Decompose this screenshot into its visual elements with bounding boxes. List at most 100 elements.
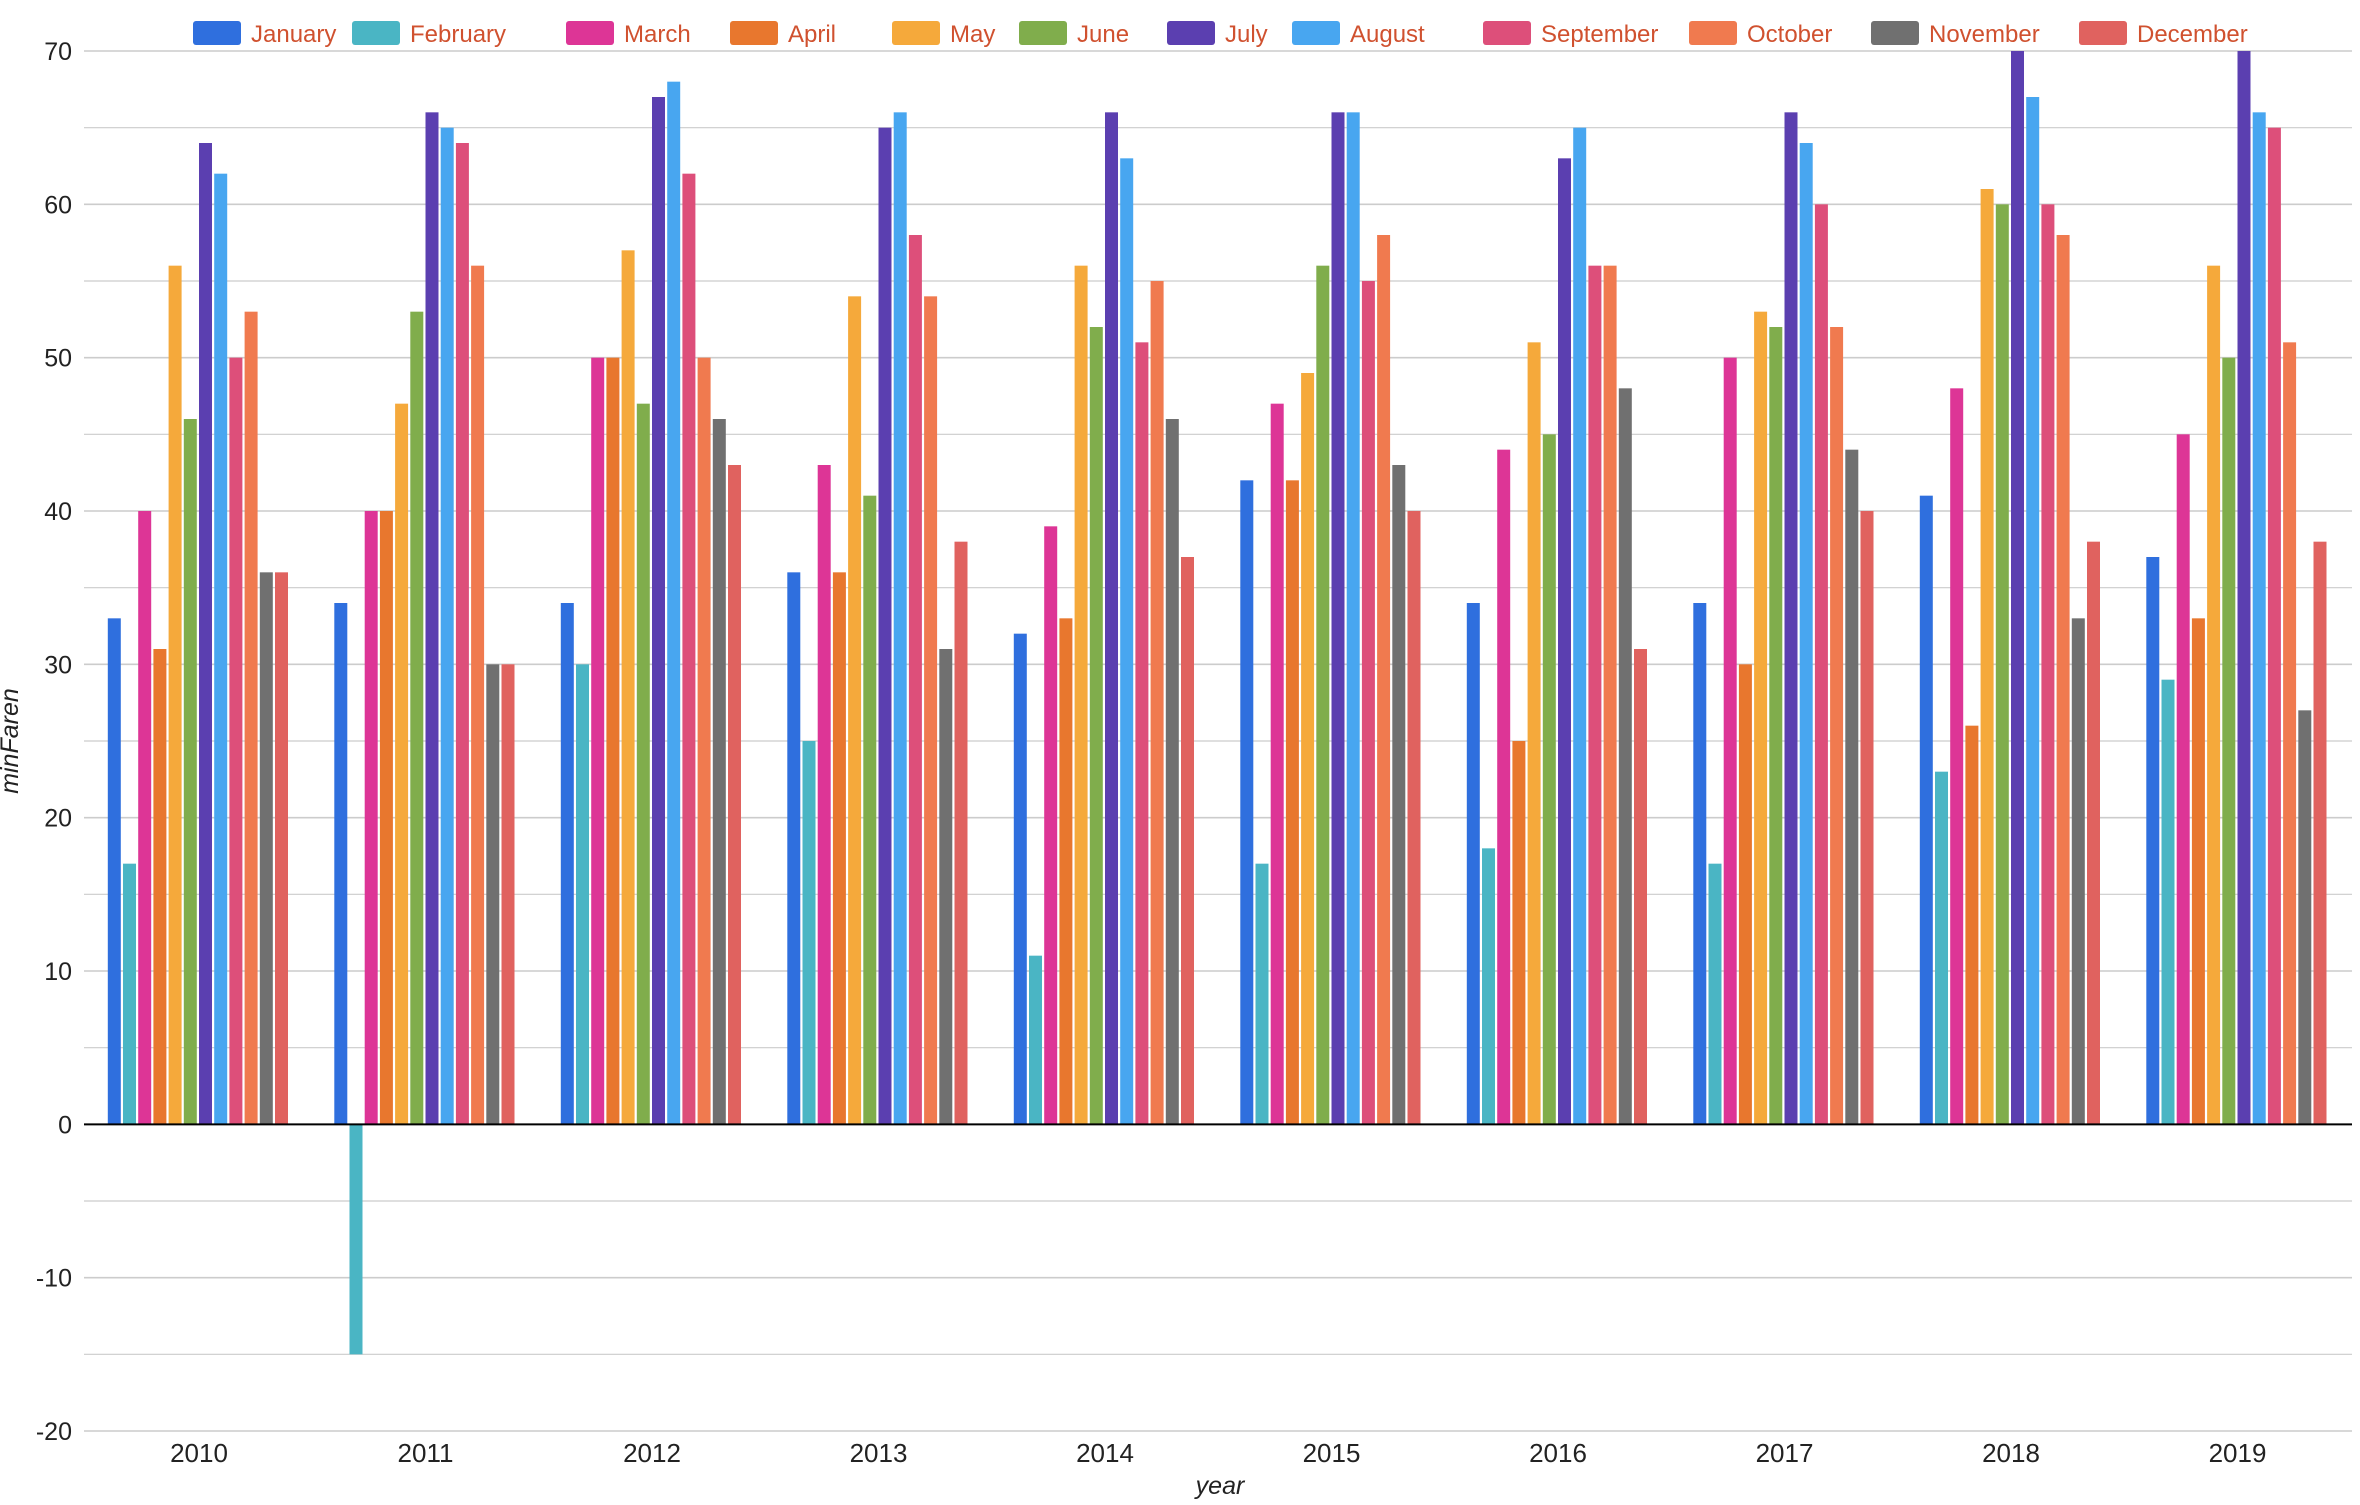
y-tick-label: 60: [44, 191, 72, 219]
legend: January February March April May June July Augu…: [193, 21, 2248, 48]
y-tick-label: 10: [44, 958, 72, 986]
bar-april-2016: [1512, 741, 1526, 1125]
bar-january-2017: [1693, 603, 1707, 1125]
bar-june-2012: [636, 403, 650, 1125]
legend-item-april[interactable]: April: [730, 21, 836, 48]
legend-item-july[interactable]: July: [1167, 21, 1268, 48]
bar-july-2019: [2237, 51, 2251, 1125]
x-tick-label: 2014: [1076, 1438, 1134, 1468]
bar-april-2014: [1059, 618, 1073, 1125]
legend-swatch: [193, 21, 241, 45]
bar-september-2011: [455, 143, 469, 1125]
bar-september-2010: [229, 357, 243, 1125]
legend-swatch: [1871, 21, 1919, 45]
legend-item-december[interactable]: December: [2079, 21, 2248, 48]
bar-february-2011: [349, 1124, 363, 1355]
bar-october-2017: [1830, 327, 1844, 1125]
legend-item-june[interactable]: June: [1019, 21, 1129, 48]
legend-swatch: [892, 21, 940, 45]
bar-september-2016: [1588, 265, 1602, 1125]
bar-february-2015: [1255, 863, 1269, 1125]
bar-august-2018: [2026, 97, 2040, 1125]
bar-april-2010: [153, 649, 167, 1125]
legend-label: February: [410, 21, 506, 48]
bar-april-2012: [606, 357, 620, 1125]
bar-july-2014: [1105, 112, 1118, 1125]
bar-may-2017: [1754, 311, 1768, 1125]
bar-september-2014: [1135, 342, 1149, 1125]
bar-february-2019: [2161, 679, 2175, 1125]
bar-february-2018: [1935, 771, 1948, 1125]
bar-june-2015: [1316, 265, 1330, 1125]
bar-july-2015: [1331, 112, 1345, 1125]
bar-march-2014: [1044, 526, 1058, 1125]
y-tick-label: 70: [44, 38, 72, 66]
legend-swatch: [730, 21, 778, 45]
bar-july-2016: [1558, 158, 1571, 1125]
bar-march-2017: [1723, 357, 1737, 1125]
bar-may-2012: [621, 250, 635, 1125]
bar-april-2019: [2191, 618, 2205, 1125]
bar-april-2017: [1738, 664, 1752, 1125]
bar-may-2018: [1980, 189, 1994, 1125]
bar-may-2011: [395, 403, 409, 1125]
bar-december-2011: [501, 664, 515, 1125]
bar-september-2015: [1361, 281, 1375, 1125]
legend-label: July: [1225, 21, 1268, 48]
bar-august-2015: [1346, 112, 1360, 1125]
legend-item-may[interactable]: May: [892, 21, 995, 48]
bar-november-2015: [1392, 465, 1406, 1125]
bars: [107, 51, 2327, 1355]
legend-item-august[interactable]: August: [1292, 21, 1425, 48]
bar-april-2013: [832, 572, 846, 1125]
legend-item-october[interactable]: October: [1689, 21, 1832, 48]
bar-december-2018: [2087, 541, 2100, 1125]
legend-item-november[interactable]: November: [1871, 21, 2040, 48]
legend-label: May: [950, 21, 995, 48]
bar-december-2010: [275, 572, 288, 1125]
y-tick-label: 0: [58, 1111, 72, 1139]
bar-march-2018: [1950, 388, 1964, 1125]
y-tick-label: 40: [44, 498, 72, 526]
bar-october-2011: [471, 265, 485, 1125]
legend-swatch: [1689, 21, 1737, 45]
legend-label: April: [788, 21, 836, 48]
bar-march-2012: [591, 357, 605, 1125]
legend-item-september[interactable]: September: [1483, 21, 1658, 48]
bar-january-2012: [560, 603, 574, 1125]
bar-august-2016: [1573, 127, 1587, 1125]
legend-item-march[interactable]: March: [566, 21, 691, 48]
legend-item-february[interactable]: February: [352, 21, 506, 48]
bar-june-2014: [1089, 327, 1103, 1125]
y-tick-label: 30: [44, 651, 72, 679]
bar-october-2010: [244, 311, 258, 1125]
x-tick-label: 2017: [1756, 1438, 1814, 1468]
bar-july-2011: [425, 112, 439, 1125]
bar-january-2010: [107, 618, 121, 1125]
x-tick-label: 2015: [1303, 1438, 1361, 1468]
x-tick-label: 2019: [2209, 1438, 2267, 1468]
bar-january-2013: [787, 572, 801, 1125]
bar-september-2019: [2267, 127, 2281, 1125]
legend-item-january[interactable]: January: [193, 21, 336, 48]
bar-november-2010: [259, 572, 273, 1125]
bar-january-2011: [334, 603, 348, 1125]
bar-february-2014: [1029, 955, 1042, 1125]
bar-july-2017: [1784, 112, 1798, 1125]
legend-swatch: [1019, 21, 1067, 45]
legend-swatch: [1483, 21, 1531, 45]
bar-december-2013: [954, 541, 968, 1125]
bar-june-2017: [1769, 327, 1783, 1125]
x-axis-title: year: [1194, 1472, 1246, 1500]
y-tick-label: 50: [44, 345, 72, 373]
bar-january-2016: [1466, 603, 1480, 1125]
bar-november-2019: [2298, 710, 2312, 1125]
bar-november-2013: [939, 649, 953, 1125]
bar-july-2013: [878, 127, 892, 1125]
legend-swatch: [2079, 21, 2127, 45]
bar-february-2013: [802, 741, 816, 1125]
bar-december-2014: [1181, 557, 1194, 1125]
x-tick-label: 2010: [170, 1438, 228, 1468]
